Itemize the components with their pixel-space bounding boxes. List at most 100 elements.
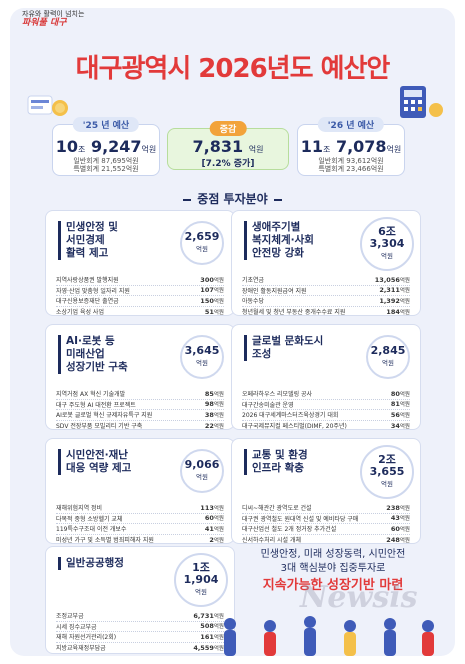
item-label: 대구 주도형 AI 대전환 프로젝트 [56, 401, 136, 409]
card-amount-unit: 억원 [382, 359, 394, 367]
investment-card: 민생안정 및 서민경제 활력 제고 2,659 억원 지역사랑상품권 발행지원 300억원 자… [45, 210, 235, 316]
prev-year-amount: 10조 9,247억원 [55, 137, 157, 156]
item-label: 지역거점 AX 혁신 기술개발 [56, 391, 126, 399]
list-item: 대구권 광역철도 원대역 신설 및 예비타당 구매 43억원 [242, 514, 410, 524]
list-item: 2026 대구세계마스터즈육상경기 대회 56억원 [242, 410, 410, 421]
change-percent: [7.2% 증가] [201, 159, 255, 169]
list-item: 디씨~해관간 광역도로 건설 238억원 [242, 503, 410, 514]
slogan-line: 자유와 활력이 넘치는 [22, 10, 85, 18]
card-amount-value: 2,845 [370, 344, 406, 357]
citizens-illustration-icon [224, 616, 434, 656]
item-value: 161억원 [200, 632, 224, 641]
item-label: AI로봇 글로벌 혁신 규제자유특구 지원 [56, 412, 153, 420]
card-amount-badge: 9,066 억원 [180, 449, 224, 493]
item-value: 248억원 [386, 535, 410, 544]
list-item: AI로봇 글로벌 혁신 규제자유특구 지원 38억원 [56, 410, 224, 421]
item-value: 2,311억원 [379, 286, 410, 295]
item-label: SDV 전장부품 모빌리티 기반 구축 [56, 423, 143, 430]
card-title-line: 대응 역량 제고 [66, 462, 132, 474]
list-item: 대구국제뮤지컬 페스티벌(DIMF, 20주년) 34억원 [242, 421, 410, 429]
closing-line-1: 민생안정, 미래 성장동력, 시민안전 [260, 549, 406, 560]
item-label: 2026 대구세계마스터즈육상경기 대회 [242, 412, 339, 420]
item-value: 113억원 [200, 503, 224, 512]
card-title: 생애주기별 복지체계·사회 안전망 강화 [244, 221, 314, 260]
budget-change-box: 증감 7,831 억원 [7.2% 증가] [167, 121, 289, 170]
card-title-line: 생애주기별 [252, 221, 301, 233]
list-item: 조정교부금 6,731억원 [56, 611, 224, 622]
list-item: 시세 징수교부금 508억원 [56, 622, 224, 632]
item-value: 38억원 [204, 410, 224, 419]
card-amount-unit: 억원 [196, 245, 208, 253]
card-title: 시민안전·재난 대응 역량 제고 [58, 449, 131, 475]
page-title: 대구광역시 2026년도 예산안 [75, 54, 391, 84]
item-label: 기초연금 [242, 277, 265, 285]
card-amount-unit: 억원 [196, 359, 208, 367]
watermark-logo: Newsis [300, 580, 418, 615]
item-value: 508억원 [200, 622, 224, 631]
calculator-illustration-icon [400, 86, 443, 118]
slogan: 자유와 활력이 넘치는 파워풀 대구 [22, 10, 84, 28]
list-item: 재해 자원선거관리(2회) 161억원 [56, 632, 224, 643]
card-amount-badge: 3,645 억원 [180, 335, 224, 379]
item-value: 43억원 [390, 514, 410, 523]
card-item-list: 지역사랑상품권 발행지원 300억원 자영·산업 맞춤형 일자리 지원 107억원 대구… [46, 273, 234, 315]
prev-general-account: 일반회계 87,695억원 [73, 157, 139, 165]
list-item: 소상기업 육성 사업 51억원 [56, 307, 224, 315]
card-item-list: 디씨~해관간 광역도로 건설 238억원 대구권 광역철도 원대역 신설 및 예비타… [232, 501, 420, 544]
card-title-line: AI·로봇 등 [66, 335, 115, 347]
brand-logo-text: 파워풀 대구 [22, 18, 67, 28]
item-value: 98억원 [204, 400, 224, 409]
item-label: 시세 징수교부금 [56, 623, 97, 631]
card-amount-value: 2,659 [184, 230, 220, 243]
card-amount-badge: 2조 3,655 억원 [360, 445, 414, 499]
list-item: 지방교육재정부담금 4,559억원 [56, 643, 224, 654]
next-general-account: 일반회계 93,612억원 [318, 157, 384, 165]
list-item: 아동수당 1,392억원 [242, 296, 410, 307]
item-label: 재해 자원선거관리(2회) [56, 634, 117, 642]
list-item: 지역사랑상품권 발행지원 300억원 [56, 275, 224, 286]
item-label: 장애인 활동지원급여 지원 [242, 287, 307, 295]
item-label: 지역사랑상품권 발행지원 [56, 277, 119, 285]
list-item: 다목적 중형 소방헬기 교체 60억원 [56, 514, 224, 524]
item-label: 미성년 가구 및 소득별 범죄피해자 지원 [56, 537, 154, 544]
change-tag: 증감 [209, 121, 247, 136]
item-label: 대구신용보증재단 출연금 [56, 298, 119, 306]
closing-line-2: 3대 핵심분야 집중투자로 [280, 563, 386, 574]
item-value: 13,056억원 [374, 275, 410, 284]
card-amount-badge: 6조 3,304 억원 [360, 217, 414, 271]
item-value: 80억원 [390, 389, 410, 398]
card-title-line: 글로벌 문화도시 [252, 335, 324, 347]
list-item: 기초연금 13,056억원 [242, 275, 410, 286]
item-value: 22억원 [204, 421, 224, 430]
investment-card: 일반공공행정 1조 1,904 억원 조정교부금 6,731억원 시세 징수교부금 508억원… [45, 546, 235, 654]
card-title-line: 민생안정 및 [66, 221, 118, 233]
item-value: 85억원 [204, 389, 224, 398]
item-label: 지방교육재정부담금 [56, 645, 106, 653]
card-title-line: 인프라 확충 [252, 462, 304, 474]
item-label: 아동수당 [242, 298, 265, 306]
item-label: 디씨~해관간 광역도로 건설 [242, 505, 312, 513]
item-label: 대구산업선 철도 2개 정거장 추가건설 [242, 526, 337, 534]
list-item: 오페라하우스 리모델링 공사 80억원 [242, 389, 410, 400]
card-title: 글로벌 문화도시 조성 [244, 335, 323, 361]
item-value: 41억원 [204, 524, 224, 533]
item-value: 6,731억원 [193, 611, 224, 620]
closing-emphasis: 지속가능한 성장기반 마련 [262, 578, 404, 593]
item-value: 107억원 [200, 286, 224, 295]
card-title-line: 활력 제고 [66, 247, 109, 259]
card-amount-value: 3,304 [369, 237, 405, 250]
list-item: 대구신용보증재단 출연금 150억원 [56, 296, 224, 307]
item-value: 150억원 [200, 296, 224, 305]
item-value: 60억원 [204, 514, 224, 523]
list-item: 장애인 활동지원급여 지원 2,311억원 [242, 286, 410, 296]
item-value: 56억원 [390, 410, 410, 419]
item-label: 조정교부금 [56, 613, 84, 621]
list-item: 재해위험지역 정비 113억원 [56, 503, 224, 514]
next-year-tag: '26 년 예산 [317, 117, 385, 132]
card-title-line: 교통 및 환경 [252, 449, 308, 461]
list-item: 대구간송미술관 운영 81억원 [242, 400, 410, 410]
